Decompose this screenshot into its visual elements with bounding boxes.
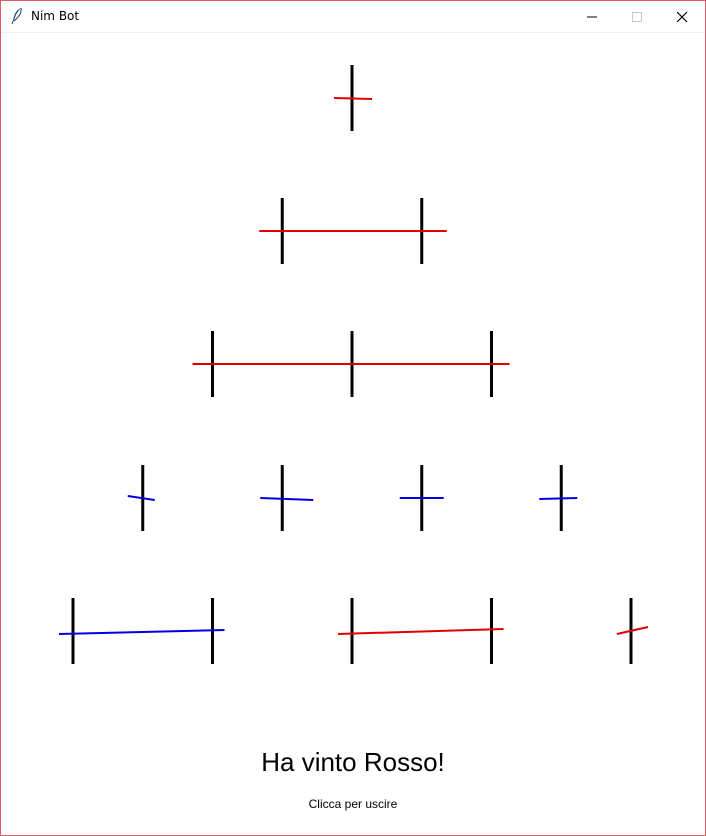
cross-out-stroke-row1 — [333, 97, 373, 100]
nim-board[interactable] — [1, 1, 705, 741]
exit-hint[interactable]: Clicca per uscire — [308, 797, 398, 811]
cross-out-stroke-row4 — [127, 495, 155, 501]
cross-out-stroke-row4 — [539, 497, 578, 500]
minimize-icon — [587, 16, 597, 17]
cross-out-stroke-row5 — [616, 626, 649, 635]
close-button[interactable] — [659, 1, 705, 32]
minimize-button[interactable] — [569, 1, 615, 32]
cross-out-stroke-row5 — [337, 628, 504, 635]
window-title: Nim Bot — [31, 9, 80, 23]
feather-icon — [10, 7, 24, 25]
maximize-button[interactable] — [614, 1, 660, 32]
maximize-icon — [632, 11, 642, 22]
title-bar: Nim Bot — [1, 1, 705, 33]
result-message: Ha vinto Rosso! — [261, 747, 445, 777]
cross-out-stroke-row5 — [58, 629, 225, 635]
close-icon — [676, 11, 688, 22]
cross-out-stroke-row4 — [260, 497, 314, 501]
